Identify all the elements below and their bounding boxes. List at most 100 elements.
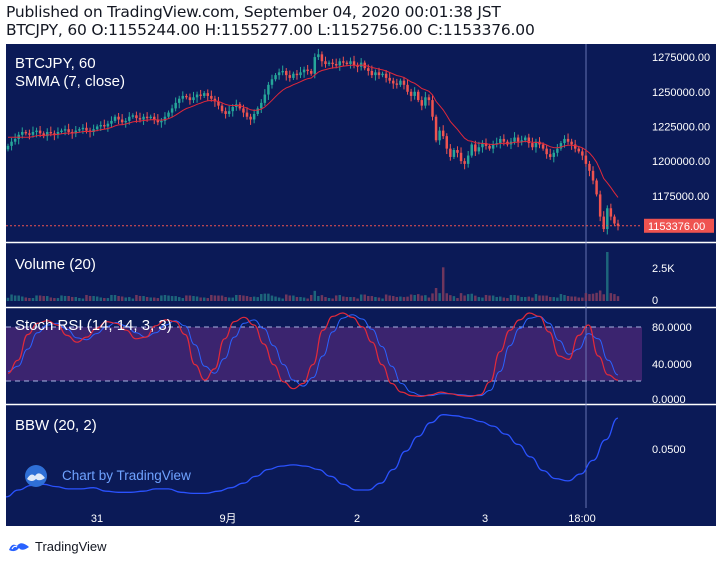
volume-bar <box>573 296 577 301</box>
candle-body <box>185 95 188 98</box>
candle-body <box>202 93 206 96</box>
volume-bar <box>227 297 231 301</box>
volume-bar <box>92 295 95 301</box>
candle-body <box>277 72 281 76</box>
candle-body <box>167 112 170 117</box>
volume-bar <box>220 295 224 301</box>
candle-body <box>392 80 395 84</box>
candle-body <box>156 119 160 123</box>
candle-body <box>95 126 99 130</box>
price-axis[interactable]: 1275000.00 1250000.00 1225000.00 1200000.00… <box>652 52 710 203</box>
candle-body <box>192 97 195 101</box>
candle-body <box>163 116 167 121</box>
candle-body <box>541 144 545 149</box>
candle-body <box>552 152 556 157</box>
candle-body <box>466 155 470 164</box>
candle-body <box>181 95 185 99</box>
candle-body <box>78 129 81 131</box>
volume-bar <box>441 267 445 301</box>
candle-body <box>434 116 438 141</box>
volume-bar <box>409 294 413 301</box>
candle-body <box>374 72 377 76</box>
volume-bar <box>424 295 427 301</box>
candle-body <box>606 208 609 230</box>
candle-body <box>545 148 548 155</box>
volume-bar <box>438 293 441 301</box>
candle-body <box>128 116 131 121</box>
volume-bar <box>406 296 409 301</box>
footer-brand[interactable]: TradingView <box>8 537 107 555</box>
volume-bar <box>81 298 85 301</box>
candle-body <box>13 138 17 142</box>
volume-bar <box>242 295 245 301</box>
time-tick-label: 18:00 <box>568 513 596 525</box>
candle-body <box>117 116 120 120</box>
volume-bar <box>288 295 292 301</box>
volume-bar <box>124 297 127 301</box>
candle-body <box>520 140 523 142</box>
volume-bar <box>285 294 288 301</box>
stoch-tick-80: 80.0000 <box>652 322 692 334</box>
volume-bar <box>245 296 249 301</box>
volume-bar <box>163 295 167 301</box>
candle-body <box>420 100 424 106</box>
volume-bar <box>78 297 81 301</box>
volume-bar <box>388 295 391 301</box>
time-axis[interactable]: 31 9月 2 3 18:00 <box>91 513 596 525</box>
volume-bar <box>363 294 366 301</box>
volume-bar <box>495 296 498 301</box>
candle-body <box>438 130 441 141</box>
candle-body <box>106 123 110 127</box>
volume-bar <box>416 294 420 301</box>
candle-body <box>331 62 334 65</box>
volume-bar <box>192 295 195 301</box>
candle-body <box>381 73 384 76</box>
volume-bar <box>174 296 177 301</box>
footer-brand-text: TradingView <box>35 538 107 554</box>
candle-body <box>145 116 149 119</box>
volume-bar <box>598 290 602 301</box>
volume-bar <box>110 294 113 301</box>
candle-body <box>285 70 288 76</box>
candle-body <box>220 105 224 112</box>
chart-area[interactable]: 1153376.00 1275000.00 1250000.00 1225000.0… <box>5 44 716 526</box>
volume-bar <box>10 294 13 301</box>
volume-bar <box>103 297 106 301</box>
candle-body <box>245 112 249 117</box>
candle-body <box>502 138 506 142</box>
candle-body <box>10 141 13 146</box>
volume-bar <box>613 294 616 301</box>
candle-body <box>377 72 381 76</box>
volume-bar <box>88 295 92 301</box>
chart-canvas[interactable]: 1153376.00 1275000.00 1250000.00 1225000.0… <box>5 44 716 526</box>
volume-bar <box>138 295 142 301</box>
volume-bar <box>602 294 605 301</box>
volume-bar <box>616 296 620 301</box>
time-tick-label: 9月 <box>219 513 236 525</box>
volume-bar <box>527 296 531 301</box>
candle-body <box>31 131 35 135</box>
volume-bar <box>224 297 227 301</box>
volume-bar <box>481 297 484 301</box>
volume-bar <box>252 296 256 301</box>
candle-body <box>470 144 473 156</box>
volume-bar <box>499 296 502 301</box>
volume-bar <box>534 294 538 301</box>
volume-bar <box>117 295 120 301</box>
volume-bar <box>74 297 78 301</box>
candle-body <box>609 208 613 217</box>
volume-bar <box>42 295 45 301</box>
candle-body <box>120 119 124 123</box>
volume-bar <box>231 297 234 301</box>
volume-bar <box>367 295 370 301</box>
volume-bar <box>217 295 220 301</box>
volume-bar <box>53 297 56 301</box>
candle-body <box>584 155 588 164</box>
volume-bar <box>306 298 309 301</box>
candle-body <box>53 133 56 135</box>
candle-body <box>499 138 502 144</box>
volume-bar <box>349 297 352 301</box>
volume-bar <box>434 288 438 301</box>
price-tick-label: 1275000.00 <box>652 52 710 64</box>
volume-bar <box>445 293 449 301</box>
